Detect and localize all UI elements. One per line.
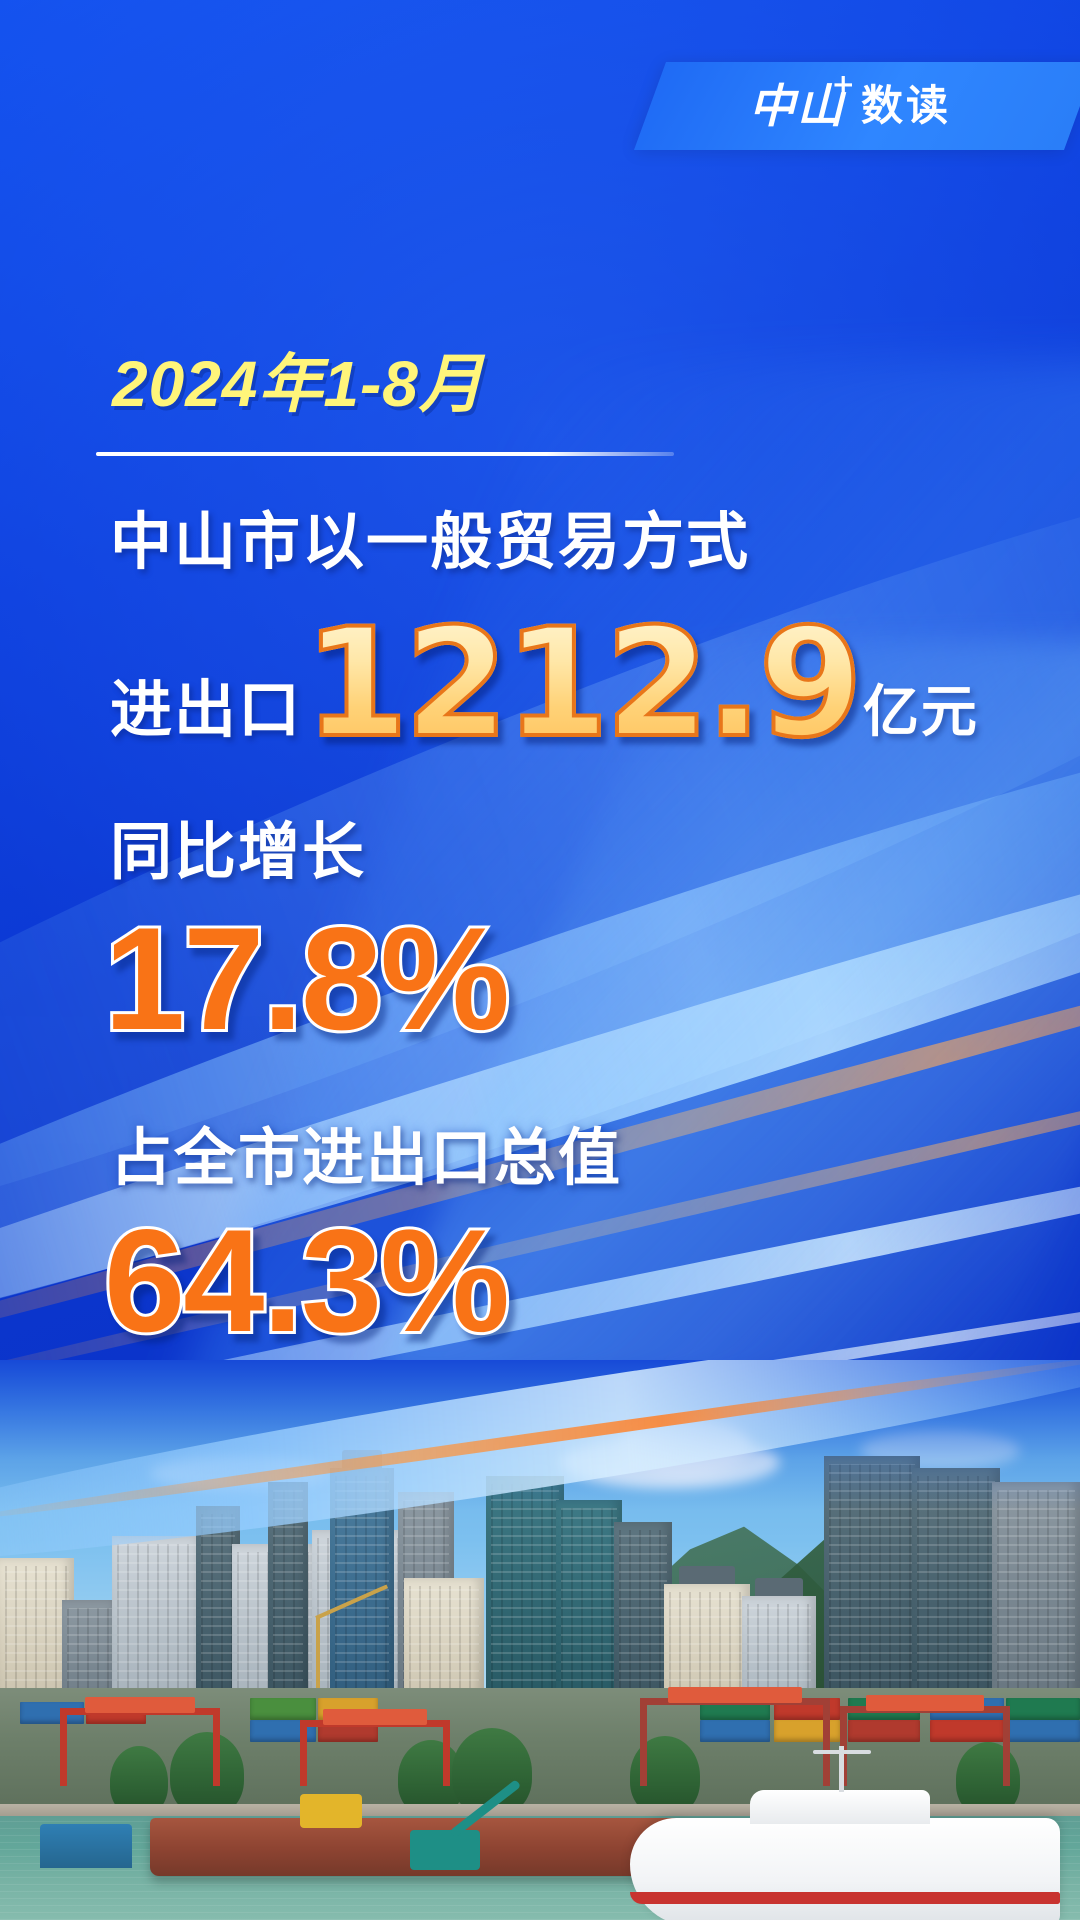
subject-line: 中山市以一般贸易方式 (110, 508, 751, 577)
shipping-container (250, 1698, 316, 1720)
container-yard (0, 1687, 1080, 1816)
metric-label: 进出口 (110, 676, 303, 745)
port-gantry-crane (640, 1687, 830, 1786)
metric-value: 1212.9 (302, 597, 865, 771)
passenger-ferry (630, 1818, 1060, 1920)
growth-value: 17.8% (101, 897, 513, 1060)
header-divider (96, 452, 674, 456)
shipping-container (700, 1720, 770, 1742)
share-value: 64.3% (101, 1199, 513, 1362)
metric-row: 进出口 1212.9 亿元 (110, 597, 979, 771)
barge-wheelhouse (40, 1824, 132, 1868)
shipping-container (1006, 1698, 1080, 1720)
shipping-container (20, 1702, 84, 1724)
share-label: 占全市进出口总值 (110, 1124, 623, 1193)
shipping-container (1006, 1720, 1080, 1742)
ferry-cabin (750, 1790, 930, 1824)
shipping-container (930, 1720, 1004, 1742)
ferry-hull-stripe (630, 1892, 1060, 1904)
port-gantry-crane (840, 1695, 1010, 1786)
report-period: 2024年1-8月 (112, 348, 484, 420)
tree (170, 1732, 244, 1816)
wheel-loader (300, 1794, 362, 1828)
port-gantry-crane (60, 1697, 220, 1786)
shipping-container (848, 1720, 920, 1742)
growth-label: 同比增长 (110, 818, 367, 887)
roof-cap (755, 1578, 803, 1596)
metric-unit: 亿元 (862, 680, 979, 743)
ferry-mast (813, 1746, 871, 1792)
brand-name-main: 中山 + (749, 71, 855, 130)
plus-icon: + (831, 68, 857, 101)
cityscape-photo (0, 1360, 1080, 1920)
shipping-container (250, 1720, 316, 1742)
excavator (410, 1830, 480, 1870)
brand-name-main-text: 中山 (748, 79, 845, 133)
port-gantry-crane (300, 1709, 450, 1786)
brand-name-sub: 数读 (860, 81, 951, 130)
roof-cap (679, 1566, 735, 1584)
brand-badge[interactable]: 中山 + 数读 (650, 62, 1080, 150)
